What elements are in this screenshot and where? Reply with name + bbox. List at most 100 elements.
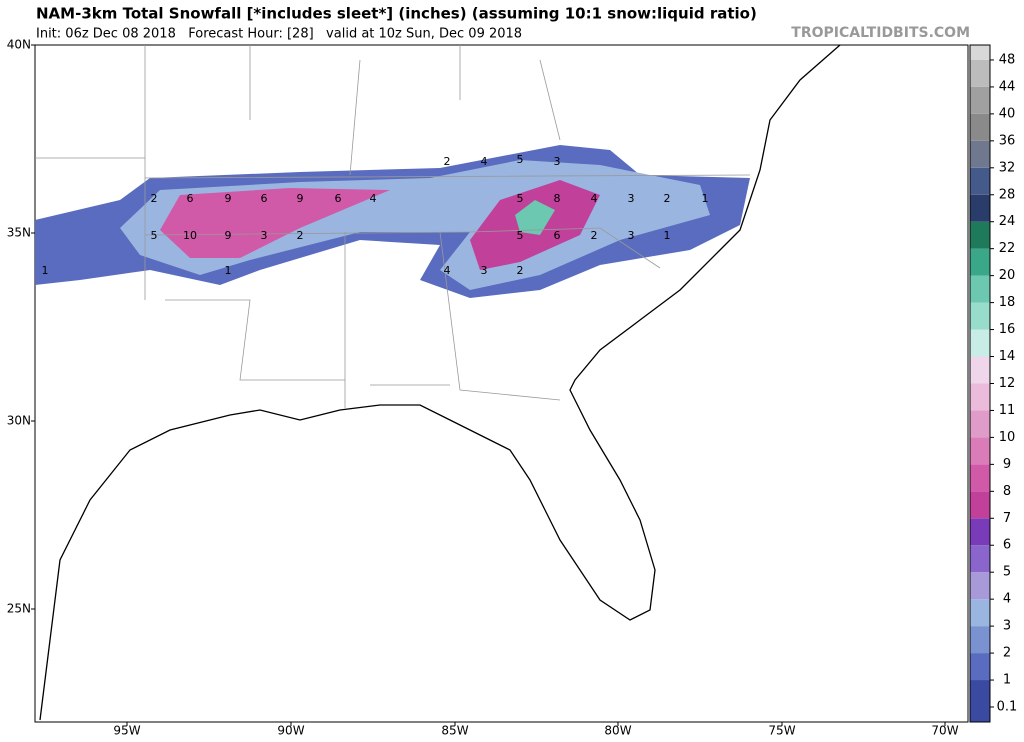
watermark: TROPICALTIDBITS.COM [791, 25, 970, 41]
colorbar-label: 2 [1003, 646, 1011, 661]
contour-label: 4 [481, 155, 488, 168]
contour-label: 1 [42, 264, 49, 277]
contour-label: 3 [261, 229, 268, 242]
colorbar-swatch [970, 329, 990, 357]
colorbar-swatch [970, 383, 990, 411]
lon-label: 85W [441, 724, 468, 738]
colorbar-label: 0.1 [997, 700, 1018, 715]
colorbar-swatch [970, 167, 990, 195]
colorbar-swatch [970, 464, 990, 492]
lat-label: 25N [7, 602, 31, 616]
lat-label: 40N [7, 38, 31, 52]
colorbar-swatch [970, 410, 990, 438]
contour-label: 4 [444, 264, 451, 277]
contour-label: 2 [444, 155, 451, 168]
title: NAM-3km Total Snowfall [*includes sleet*… [36, 5, 757, 23]
contour-label: 2 [297, 229, 304, 242]
contour-label: 1 [225, 264, 232, 277]
colorbar-swatch [970, 248, 990, 276]
colorbar-label: 8 [1003, 484, 1011, 499]
contour-label: 5 [517, 153, 524, 166]
colorbar-swatch [970, 491, 990, 519]
colorbar-label: 5 [1003, 565, 1011, 580]
colorbar-label: 10 [999, 430, 1016, 445]
colorbar-swatch [970, 518, 990, 546]
snow-peak [515, 200, 555, 235]
contour-label: 6 [261, 192, 268, 205]
contour-label: 1 [664, 229, 671, 242]
colorbar-swatch [970, 302, 990, 330]
colorbar-label: 36 [999, 133, 1016, 148]
colorbar-label: 32 [999, 160, 1016, 175]
contour-label: 1 [702, 192, 709, 205]
colorbar-label: 16 [999, 322, 1016, 337]
colorbar-swatch [970, 545, 990, 573]
contour-label: 3 [554, 155, 561, 168]
colorbar-label: 14 [999, 349, 1016, 364]
contour-label: 9 [297, 192, 304, 205]
contour-label: 4 [591, 192, 598, 205]
contour-label: 2 [517, 264, 524, 277]
colorbar-label: 28 [999, 187, 1016, 202]
lat-label: 30N [7, 414, 31, 428]
colorbar-label: 18 [999, 295, 1016, 310]
colorbar-label: 9 [1003, 457, 1011, 472]
contour-label: 4 [370, 192, 377, 205]
snow-inner-west [160, 188, 390, 258]
subtitle: Init: 06z Dec 08 2018 Forecast Hour: [28… [36, 27, 522, 42]
lat-label: 35N [7, 226, 31, 240]
colorbar-swatch [970, 356, 990, 384]
colorbar-swatch [970, 113, 990, 141]
contour-label: 3 [628, 192, 635, 205]
colorbar-label: 20 [999, 268, 1016, 283]
contour-label: 5 [517, 229, 524, 242]
colorbar-label: 1 [1003, 673, 1011, 688]
colorbar-label: 22 [999, 241, 1016, 256]
contour-label: 6 [554, 229, 561, 242]
colorbar-label: 7 [1003, 511, 1011, 526]
lon-label: 90W [277, 724, 304, 738]
colorbar-swatch [970, 626, 990, 654]
colorbar-swatch [970, 86, 990, 114]
contour-label: 6 [187, 192, 194, 205]
colorbar-swatch [970, 194, 990, 222]
contour-label: 9 [225, 229, 232, 242]
colorbar-swatch [970, 140, 990, 168]
lon-label: 75W [768, 724, 795, 738]
contour-label: 9 [225, 192, 232, 205]
lon-label: 80W [604, 724, 631, 738]
contour-label: 2 [151, 192, 158, 205]
colorbar-label: 44 [999, 79, 1016, 94]
colorbar-label: 11 [999, 403, 1016, 418]
colorbar-swatch [970, 437, 990, 465]
colorbar-swatch [970, 59, 990, 87]
colorbar-label: 4 [1003, 592, 1011, 607]
contour-label: 2 [664, 192, 671, 205]
borders [35, 44, 841, 721]
contour-label: 6 [335, 192, 342, 205]
colorbar-label: 48 [999, 52, 1016, 67]
contour-label: 5 [517, 192, 524, 205]
lon-label: 70W [931, 724, 958, 738]
contour-label: 2 [591, 229, 598, 242]
colorbar-swatch [970, 221, 990, 249]
map-frame [34, 44, 969, 723]
colorbar-swatch [970, 45, 990, 60]
contour-label: 3 [481, 264, 488, 277]
colorbar-swatch [970, 599, 990, 627]
colorbar-swatch [970, 680, 990, 722]
lon-label: 95W [113, 724, 140, 738]
colorbar-label: 3 [1003, 619, 1011, 634]
contour-label: 3 [628, 229, 635, 242]
colorbar-label: 6 [1003, 538, 1011, 553]
colorbar-swatch [970, 275, 990, 303]
contour-label: 10 [183, 229, 197, 242]
snow-band [35, 145, 750, 298]
colorbar-swatch [970, 653, 990, 681]
colorbar-swatch [970, 572, 990, 600]
contour-label: 5 [151, 229, 158, 242]
colorbar-label: 40 [999, 106, 1016, 121]
colorbar-label: 12 [999, 376, 1016, 391]
coastline [39, 44, 841, 721]
